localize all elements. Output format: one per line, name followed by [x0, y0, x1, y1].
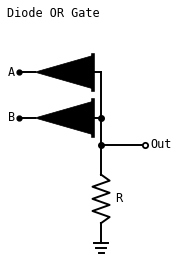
Text: Diode OR Gate: Diode OR Gate — [7, 7, 99, 20]
Text: Out: Out — [150, 138, 171, 151]
Polygon shape — [35, 101, 93, 135]
Text: R: R — [115, 192, 122, 205]
Polygon shape — [35, 56, 93, 89]
Text: A: A — [8, 66, 15, 79]
Text: B: B — [8, 111, 15, 124]
